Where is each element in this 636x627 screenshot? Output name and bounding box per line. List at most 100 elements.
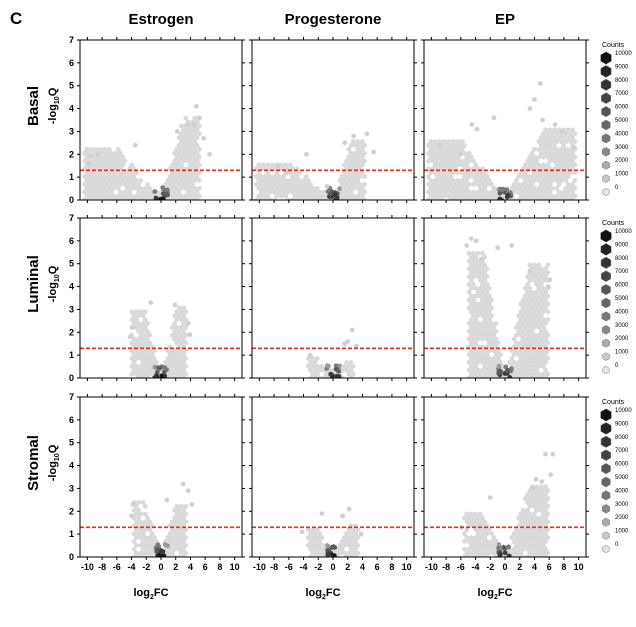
- hex-bin: [183, 371, 189, 377]
- hex-bin: [464, 193, 470, 199]
- hex-bin: [525, 367, 530, 373]
- hex-bin: [487, 542, 492, 548]
- hex-bin: [308, 197, 313, 200]
- hex-bin: [514, 542, 519, 548]
- hex-bin: [129, 371, 135, 377]
- hex-bin: [525, 336, 530, 342]
- hex-bin: [473, 316, 479, 323]
- hex-bin: [91, 150, 96, 156]
- outlier-point: [164, 497, 170, 503]
- outlier-point: [130, 325, 135, 331]
- hex-bin-dense: [497, 196, 503, 200]
- hex-bin: [308, 531, 313, 537]
- hex-bin: [353, 531, 358, 537]
- hex-bin: [256, 193, 262, 199]
- hex-bin: [480, 367, 485, 373]
- hex-bin: [149, 546, 155, 552]
- hex-bin: [565, 189, 571, 195]
- hex-bin: [82, 150, 87, 156]
- hex-bin: [484, 305, 490, 311]
- hex-bin: [194, 135, 200, 141]
- hex-bin: [489, 336, 494, 342]
- y-tick-label: 7: [69, 35, 74, 45]
- hex-bin: [543, 150, 548, 156]
- hex-bin: [129, 177, 135, 184]
- hex-bin-dense: [160, 548, 166, 555]
- hex-bin: [570, 181, 575, 187]
- hex-bin: [541, 270, 546, 276]
- hex-bin: [534, 359, 539, 365]
- hex-bin: [428, 177, 434, 184]
- hex-bin: [527, 519, 533, 525]
- panel-stromal-ep: -10 -8 -6 -4 -2 0 2 4 6 8 10: [421, 394, 589, 572]
- hex-bin: [554, 131, 560, 137]
- outlier-point: [132, 142, 138, 148]
- hex-bin: [471, 328, 476, 334]
- hex-bin: [433, 170, 438, 176]
- hex-bin: [487, 363, 492, 369]
- hex-bin: [183, 511, 189, 517]
- hex-bin: [545, 309, 551, 315]
- hex-bin: [545, 185, 551, 191]
- hex-bin: [319, 542, 325, 548]
- hex-bin: [344, 158, 349, 164]
- hex-bin: [111, 177, 117, 184]
- hex-bin: [254, 181, 259, 187]
- hex-bin: [543, 492, 548, 498]
- panel-basal-progesterone: [249, 37, 417, 203]
- hex-bin-dense: [506, 544, 511, 550]
- hex-bin: [84, 146, 90, 152]
- hex-bin: [529, 158, 535, 164]
- hex-bin: [444, 158, 449, 164]
- hex-bin: [532, 293, 537, 299]
- hex-bin: [134, 355, 139, 362]
- x-axis-label-base: log: [305, 587, 322, 599]
- hex-bin: [532, 185, 537, 191]
- hex-bin: [471, 320, 476, 326]
- legend-hex: [600, 422, 612, 435]
- hex-bin: [529, 554, 535, 557]
- hex-bin: [86, 174, 92, 180]
- hex-bin: [181, 507, 186, 513]
- hex-bin: [543, 328, 548, 334]
- hex-bin: [297, 193, 302, 199]
- hex-bin: [529, 359, 535, 365]
- hex-bin: [140, 320, 146, 326]
- x-axis-label-subscript: 2: [494, 594, 498, 601]
- hex-bin: [299, 181, 304, 187]
- hex-bin: [482, 301, 488, 307]
- hex-bin: [348, 150, 354, 156]
- hex-bin: [303, 197, 309, 200]
- hex-bin: [174, 162, 180, 168]
- hex-bin: [514, 348, 519, 354]
- hex-bin: [197, 177, 202, 184]
- hex-bin: [346, 193, 352, 199]
- hex-bin: [480, 181, 485, 187]
- panel-frame: [251, 217, 415, 379]
- hex-bin: [543, 320, 548, 326]
- row-title-stromal: Stromal: [25, 435, 42, 491]
- hex-bin: [428, 185, 434, 191]
- hex-bin: [541, 527, 546, 533]
- hex-bin: [523, 324, 528, 330]
- hex-bin: [448, 158, 454, 164]
- hex-bin: [197, 162, 202, 168]
- hex-bin: [565, 135, 571, 141]
- hex-bin: [482, 542, 488, 548]
- hex-bin: [516, 538, 521, 544]
- hex-bin: [480, 531, 485, 537]
- hex-bin: [362, 189, 367, 195]
- hex-bin: [529, 515, 535, 521]
- hex-bin: [473, 177, 479, 184]
- hex-bin: [437, 170, 443, 176]
- hex-bin: [511, 197, 517, 200]
- hex-bin: [520, 197, 526, 200]
- hex-bin: [525, 197, 530, 200]
- hex-bin: [134, 519, 139, 525]
- hex-bin: [543, 174, 548, 180]
- x-tick-label: 8: [561, 562, 566, 572]
- hex-bin: [525, 531, 530, 537]
- hex-bin: [134, 324, 139, 330]
- hex-bin: [183, 519, 189, 525]
